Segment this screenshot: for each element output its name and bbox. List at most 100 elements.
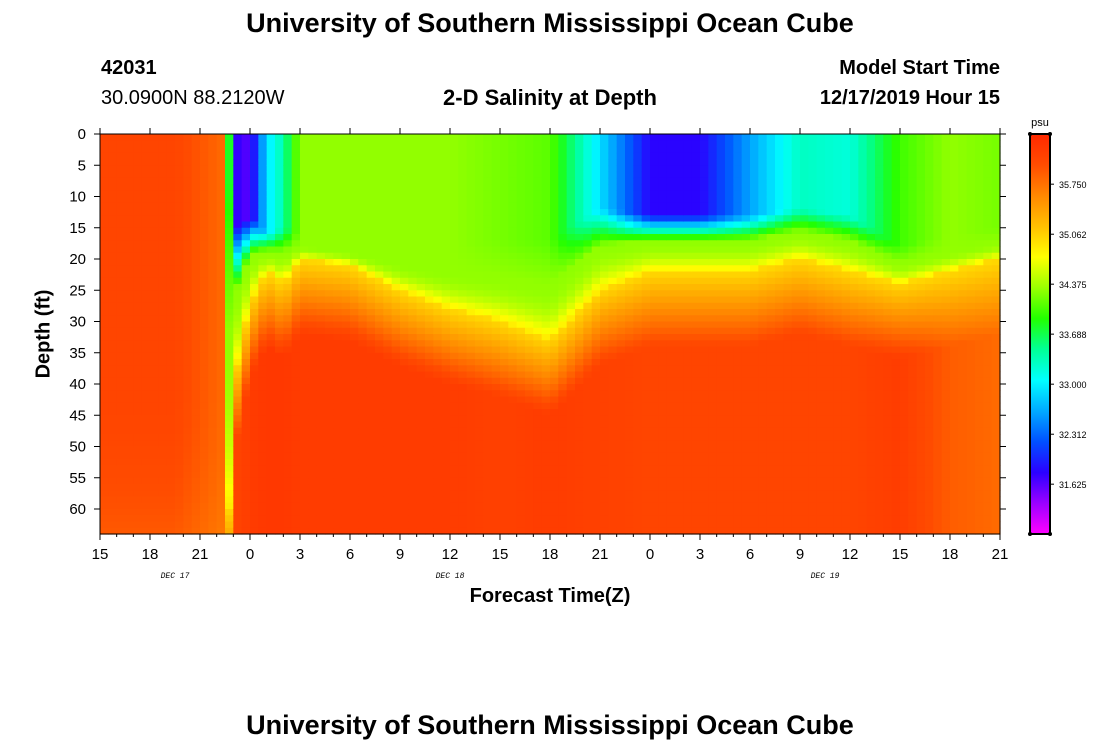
heatmap-cell: [166, 327, 176, 335]
heatmap-cell: [300, 146, 309, 154]
heatmap-cell: [400, 177, 409, 185]
heatmap-cell: [491, 265, 501, 273]
heatmap-cell: [500, 146, 509, 154]
heatmap-cell: [625, 390, 634, 398]
heatmap-cell: [533, 427, 543, 435]
heatmap-cell: [233, 171, 243, 179]
heatmap-cell: [250, 277, 259, 285]
heatmap-cell: [466, 321, 476, 329]
heatmap-cell: [200, 452, 209, 460]
heatmap-cell: [250, 271, 259, 279]
heatmap-cell: [275, 527, 284, 535]
heatmap-cell: [366, 221, 376, 229]
heatmap-cell: [633, 259, 643, 266]
heatmap-cell: [525, 240, 534, 248]
heatmap-cell: [525, 521, 534, 529]
heatmap-cell: [108, 327, 118, 335]
heatmap-cell: [158, 490, 168, 498]
heatmap-cell: [733, 465, 743, 473]
heatmap-cell: [650, 159, 659, 166]
heatmap-cell: [350, 246, 359, 254]
heatmap-cell: [266, 252, 276, 260]
heatmap-cell: [383, 415, 393, 423]
heatmap-cell: [391, 434, 401, 441]
heatmap-cell: [158, 396, 168, 404]
heatmap-cell: [375, 515, 384, 523]
heatmap-cell: [691, 184, 701, 191]
heatmap-cell: [341, 515, 351, 523]
heatmap-cell: [358, 234, 368, 241]
heatmap-cell: [658, 240, 668, 248]
heatmap-cell: [300, 509, 309, 516]
heatmap-cell: [325, 346, 334, 354]
heatmap-cell: [291, 415, 301, 423]
heatmap-cell: [583, 521, 593, 529]
heatmap-cell: [250, 209, 259, 216]
heatmap-cell: [533, 471, 543, 479]
heatmap-cell: [425, 446, 434, 454]
heatmap-cell: [441, 290, 451, 298]
heatmap-cell: [133, 446, 143, 454]
heatmap-cell: [325, 377, 334, 385]
heatmap-cell: [558, 290, 568, 298]
heatmap-cell: [325, 427, 334, 435]
heatmap-cell: [525, 427, 534, 435]
heatmap-cell: [658, 334, 668, 341]
heatmap-cell: [641, 390, 651, 398]
heatmap-cell: [216, 221, 226, 229]
heatmap-cell: [391, 477, 401, 485]
heatmap-cell: [516, 265, 526, 273]
heatmap-cell: [216, 146, 226, 154]
heatmap-cell: [250, 315, 259, 323]
heatmap-cell: [441, 409, 451, 416]
heatmap-cell: [291, 459, 301, 466]
heatmap-cell: [516, 515, 526, 523]
heatmap-cell: [125, 215, 134, 223]
heatmap-cell: [400, 402, 409, 410]
heatmap-cell: [291, 209, 301, 216]
heatmap-cell: [558, 440, 568, 448]
heatmap-cell: [500, 265, 509, 273]
heatmap-cell: [525, 502, 534, 510]
heatmap-cell: [358, 240, 368, 248]
heatmap-cell: [341, 290, 351, 298]
heatmap-cell: [300, 252, 309, 260]
heatmap-cell: [225, 377, 234, 385]
heatmap-cell: [458, 365, 468, 373]
heatmap-cell: [141, 159, 151, 166]
heatmap-cell: [466, 490, 476, 498]
heatmap-cell: [391, 271, 401, 279]
heatmap-cell: [125, 509, 134, 516]
heatmap-cell: [333, 184, 343, 191]
heatmap-cell: [475, 396, 484, 404]
heatmap-cell: [666, 459, 676, 466]
heatmap-cell: [616, 290, 626, 298]
heatmap-cell: [183, 140, 193, 148]
heatmap-cell: [550, 490, 559, 498]
heatmap-cell: [450, 177, 459, 185]
heatmap-cell: [158, 171, 168, 179]
heatmap-cell: [133, 327, 143, 335]
heatmap-cell: [525, 134, 534, 141]
heatmap-cell: [433, 452, 443, 460]
heatmap-cell: [316, 177, 326, 185]
heatmap-cell: [325, 402, 334, 410]
heatmap-cell: [333, 427, 343, 435]
heatmap-cell: [600, 296, 609, 304]
heatmap-cell: [308, 384, 318, 391]
heatmap-cell: [325, 234, 334, 241]
heatmap-cell: [133, 384, 143, 391]
heatmap-cell: [125, 246, 134, 254]
heatmap-cell: [375, 527, 384, 535]
heatmap-cell: [558, 509, 568, 516]
heatmap-cell: [208, 259, 218, 266]
heatmap-cell: [450, 409, 459, 416]
heatmap-cell: [558, 284, 568, 291]
heatmap-cell: [700, 359, 709, 366]
heatmap-cell: [600, 259, 609, 266]
heatmap-cell: [391, 171, 401, 179]
heatmap-cell: [158, 140, 168, 148]
heatmap-cell: [683, 471, 693, 479]
heatmap-cell: [250, 521, 259, 529]
heatmap-cell: [383, 271, 393, 279]
